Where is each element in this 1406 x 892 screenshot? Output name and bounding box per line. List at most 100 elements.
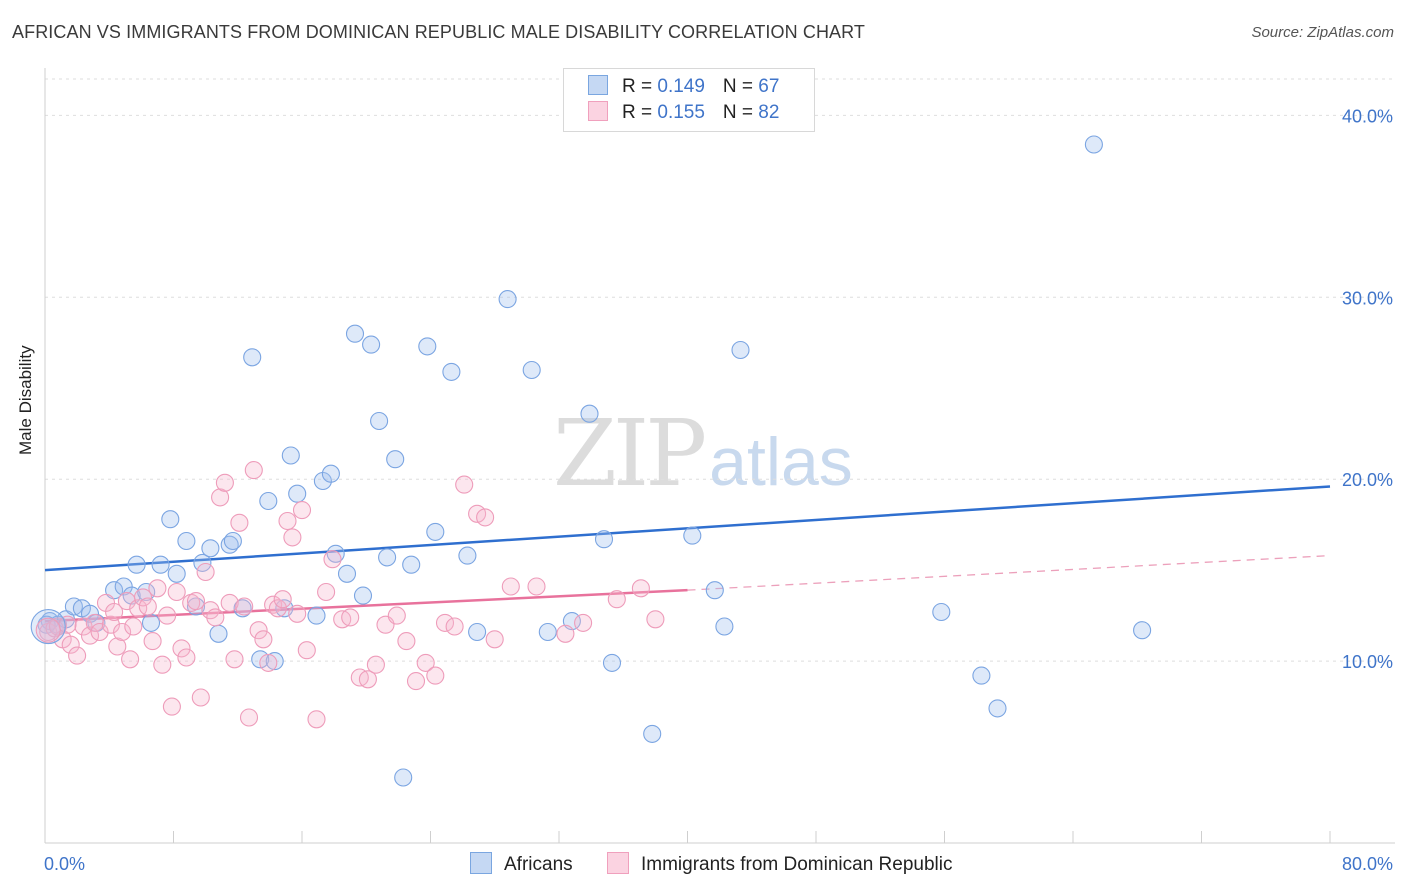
dominican-point	[143, 632, 162, 651]
bottom-legend-swatch-africans	[470, 852, 492, 874]
dominican-point	[406, 672, 426, 691]
dominican-point	[254, 630, 273, 649]
legend-n-label: N =	[722, 76, 759, 97]
legend-n-value: 67	[758, 76, 780, 97]
bottom-legend-label: Immigrants from Dominican Republic	[641, 854, 953, 875]
tick-labels: 10.0% 20.0% 30.0% 40.0% 0.0% 80.0%	[44, 106, 1393, 874]
dominican-point	[113, 622, 132, 642]
bottom-legend-dominican: Immigrants from Dominican Republic	[607, 852, 953, 876]
dominican-point	[215, 473, 234, 492]
dominican-point	[74, 617, 93, 636]
legend-row-africans: R = 0.149 N = 67	[588, 75, 779, 101]
africans-point	[972, 666, 991, 685]
dominican-point	[133, 588, 153, 607]
africans-point	[418, 337, 437, 356]
africans-point	[988, 699, 1007, 718]
dominican-point	[387, 606, 406, 625]
dominican-point	[186, 592, 206, 611]
africans-point	[580, 404, 599, 423]
dominican-point	[556, 624, 575, 643]
africans-point	[151, 555, 170, 574]
africans-point	[643, 724, 662, 743]
dominican-point	[249, 621, 268, 640]
africans-point	[468, 622, 487, 642]
africans-point	[705, 581, 724, 600]
dominican-point	[191, 688, 210, 707]
dominican-point	[435, 613, 455, 632]
legend-n-value: 82	[758, 102, 780, 123]
dominican-point	[341, 608, 360, 627]
africans-point	[209, 624, 228, 643]
dominican-point	[105, 602, 124, 622]
dominican-point	[292, 501, 312, 520]
africans-point	[932, 602, 951, 622]
africans-point	[137, 582, 156, 602]
dominican-point	[268, 599, 287, 618]
dominican-point	[61, 635, 80, 654]
dominican-point	[631, 579, 650, 598]
bottom-legend-label: Africans	[504, 854, 573, 875]
y-axis-label: Male Disability	[16, 345, 35, 455]
dominican-point	[85, 613, 104, 632]
y-tick-label: 20.0%	[1342, 470, 1393, 490]
africans-point	[402, 555, 421, 574]
x-tick-label: 0.0%	[44, 854, 85, 874]
dominican-point	[283, 528, 302, 547]
legend-swatch-dominican	[588, 101, 608, 121]
africans-point	[426, 522, 445, 541]
dominican-point	[239, 708, 259, 727]
africans-point	[127, 555, 146, 574]
africans-point	[353, 586, 373, 605]
africans-point	[362, 335, 381, 354]
dominican-point	[68, 646, 87, 665]
dominican-point	[455, 475, 474, 494]
dominican-point	[259, 653, 278, 672]
africans-point	[259, 491, 278, 511]
data-points	[30, 135, 1152, 787]
dominican-point	[206, 608, 225, 627]
legend: R = 0.149 N = 67 R = 0.155 N = 82	[563, 68, 815, 132]
legend-row-dominican: R = 0.155 N = 82	[588, 101, 779, 127]
dominican-point	[426, 666, 445, 685]
y-tick-label: 40.0%	[1342, 106, 1393, 126]
dominican-point	[225, 650, 244, 669]
dominican-point	[244, 461, 263, 480]
africans-point	[442, 362, 461, 381]
dominican-point	[366, 655, 385, 674]
africans-point	[30, 608, 66, 645]
dominican-point	[196, 562, 215, 582]
africans-point	[307, 606, 326, 625]
watermark-zip: ZIP	[553, 400, 707, 507]
africans-point	[731, 340, 750, 360]
legend-r-label: R =	[622, 76, 658, 97]
dominican-point	[501, 577, 520, 596]
legend-r-value: 0.155	[657, 102, 705, 123]
dominican-trend-line	[44, 588, 688, 623]
dominican-point	[527, 577, 546, 596]
africans-point	[321, 464, 340, 483]
africans-point	[394, 768, 413, 787]
dominican-point	[264, 595, 283, 614]
dominican-point	[297, 641, 316, 660]
africans-point	[370, 411, 389, 431]
dominican-point	[485, 630, 504, 649]
africans-point	[1133, 621, 1152, 640]
y-tick-label: 30.0%	[1342, 288, 1393, 308]
chart-title: AFRICAN VS IMMIGRANTS FROM DOMINICAN REP…	[12, 22, 866, 42]
dominican-trend-extension	[687, 554, 1331, 591]
dominican-point	[148, 579, 167, 598]
legend-swatch-africans	[588, 75, 608, 95]
x-tick-label: 80.0%	[1342, 854, 1393, 874]
africans-point	[522, 360, 541, 380]
africans-point	[345, 324, 365, 343]
dominican-point	[153, 655, 172, 674]
dominican-point	[607, 590, 626, 609]
dominican-point	[445, 617, 464, 636]
dominican-point	[108, 637, 127, 656]
africans-point	[105, 581, 124, 600]
dominican-point	[121, 650, 140, 669]
legend-n-label: N =	[722, 102, 759, 123]
africans-point	[288, 484, 307, 503]
africans-point	[243, 348, 262, 367]
africans-point	[281, 446, 300, 465]
